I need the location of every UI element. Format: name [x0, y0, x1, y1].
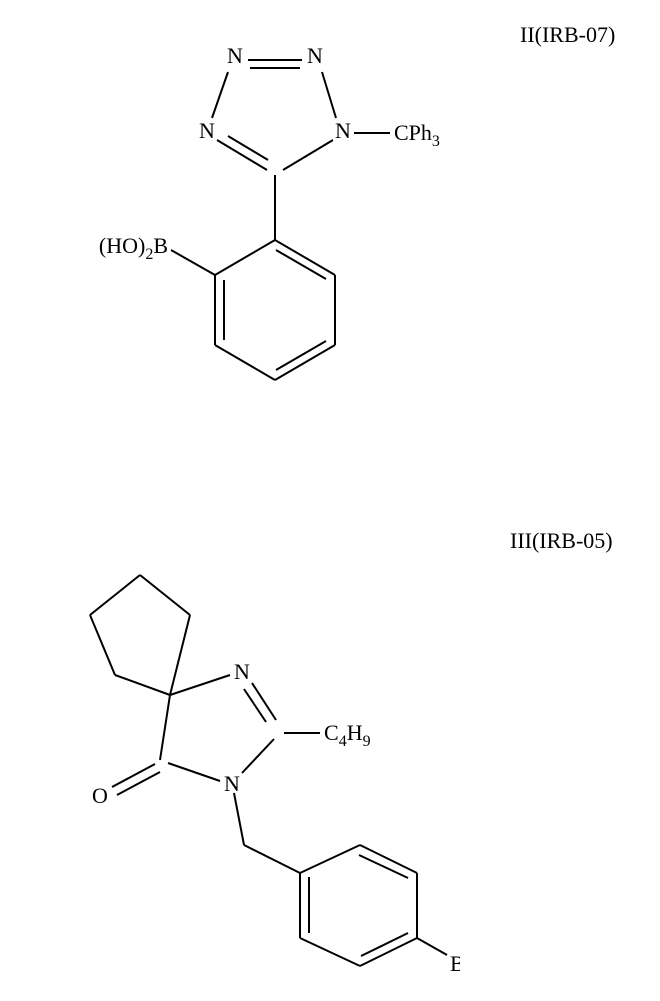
atom-n1: N: [234, 659, 250, 684]
structure-svg-irb05: N N O C4H9 Br: [20, 545, 460, 995]
label-text: II(IRB-07): [520, 22, 615, 47]
atom-n-b: N: [307, 43, 323, 68]
atom-o: O: [92, 783, 108, 808]
atom-n-e: N: [199, 118, 215, 143]
atom-n2: N: [224, 771, 240, 796]
structure-irb07: N N N N CPh3 (HO)2B: [60, 30, 460, 430]
atom-n-a: N: [227, 43, 243, 68]
compound-label-irb07: II(IRB-07): [520, 22, 615, 48]
label-text: III(IRB-05): [510, 528, 613, 553]
atom-bho2: (HO)2B: [99, 233, 168, 263]
atom-c4h9: C4H9: [324, 720, 371, 750]
atom-br: Br: [450, 951, 460, 976]
structure-irb05: N N O C4H9 Br: [20, 545, 460, 995]
structure-svg-irb07: N N N N CPh3 (HO)2B: [60, 30, 460, 430]
atom-n-c: N: [335, 118, 351, 143]
atom-cph3: CPh3: [394, 120, 440, 150]
compound-label-irb05: III(IRB-05): [510, 528, 613, 554]
